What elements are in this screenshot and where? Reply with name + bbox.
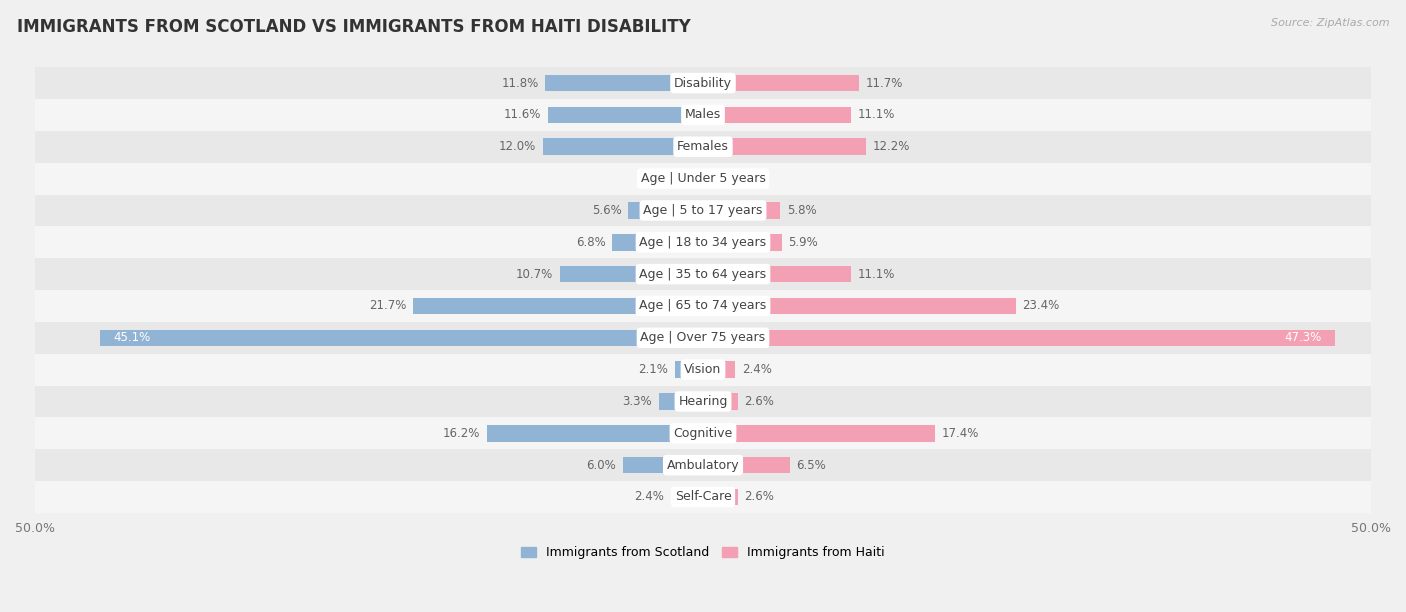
Bar xyxy=(703,138,866,155)
Bar xyxy=(671,489,703,506)
Text: Age | 18 to 34 years: Age | 18 to 34 years xyxy=(640,236,766,248)
Text: 21.7%: 21.7% xyxy=(368,299,406,313)
Bar xyxy=(35,163,1371,195)
Text: 11.8%: 11.8% xyxy=(502,76,538,89)
Text: Age | Under 5 years: Age | Under 5 years xyxy=(641,172,765,185)
Text: Hearing: Hearing xyxy=(678,395,728,408)
Bar xyxy=(35,386,1371,417)
Bar xyxy=(35,258,1371,290)
Bar xyxy=(623,457,703,474)
Bar xyxy=(612,234,703,250)
Text: 2.6%: 2.6% xyxy=(744,395,775,408)
Text: 5.9%: 5.9% xyxy=(789,236,818,248)
Text: 2.4%: 2.4% xyxy=(634,490,664,504)
Text: Age | 5 to 17 years: Age | 5 to 17 years xyxy=(644,204,762,217)
Bar xyxy=(35,131,1371,163)
Bar xyxy=(35,290,1371,322)
Text: 3.3%: 3.3% xyxy=(623,395,652,408)
Text: Females: Females xyxy=(678,140,728,153)
Bar xyxy=(703,106,851,123)
Bar xyxy=(703,361,735,378)
Text: 6.5%: 6.5% xyxy=(797,458,827,472)
Text: 11.7%: 11.7% xyxy=(866,76,904,89)
Bar xyxy=(703,329,1334,346)
Bar xyxy=(35,99,1371,131)
Text: 45.1%: 45.1% xyxy=(114,331,150,345)
Text: 6.8%: 6.8% xyxy=(575,236,606,248)
Text: Source: ZipAtlas.com: Source: ZipAtlas.com xyxy=(1271,18,1389,28)
Text: 1.4%: 1.4% xyxy=(648,172,678,185)
Bar xyxy=(685,170,703,187)
Text: Ambulatory: Ambulatory xyxy=(666,458,740,472)
Bar xyxy=(703,202,780,218)
Bar xyxy=(703,266,851,282)
Text: 2.6%: 2.6% xyxy=(744,490,775,504)
Bar xyxy=(35,354,1371,386)
Bar xyxy=(543,138,703,155)
Bar xyxy=(35,226,1371,258)
Text: 5.6%: 5.6% xyxy=(592,204,621,217)
Bar xyxy=(100,329,703,346)
Text: 17.4%: 17.4% xyxy=(942,427,980,440)
Text: 1.3%: 1.3% xyxy=(727,172,756,185)
Text: 11.6%: 11.6% xyxy=(503,108,541,121)
Bar xyxy=(35,67,1371,99)
Text: Cognitive: Cognitive xyxy=(673,427,733,440)
Bar xyxy=(703,170,720,187)
Text: 12.0%: 12.0% xyxy=(499,140,536,153)
Text: 6.0%: 6.0% xyxy=(586,458,616,472)
Bar xyxy=(35,449,1371,481)
Text: 16.2%: 16.2% xyxy=(443,427,479,440)
Bar xyxy=(548,106,703,123)
Text: 5.8%: 5.8% xyxy=(787,204,817,217)
Bar xyxy=(703,425,935,442)
Text: 11.1%: 11.1% xyxy=(858,108,896,121)
Bar xyxy=(703,489,738,506)
Bar xyxy=(659,393,703,410)
Legend: Immigrants from Scotland, Immigrants from Haiti: Immigrants from Scotland, Immigrants fro… xyxy=(516,541,890,564)
Text: Age | 65 to 74 years: Age | 65 to 74 years xyxy=(640,299,766,313)
Text: 10.7%: 10.7% xyxy=(516,267,554,281)
Text: Self-Care: Self-Care xyxy=(675,490,731,504)
Text: 2.4%: 2.4% xyxy=(742,363,772,376)
Bar xyxy=(703,75,859,91)
Text: Disability: Disability xyxy=(673,76,733,89)
Text: IMMIGRANTS FROM SCOTLAND VS IMMIGRANTS FROM HAITI DISABILITY: IMMIGRANTS FROM SCOTLAND VS IMMIGRANTS F… xyxy=(17,18,690,36)
Bar xyxy=(675,361,703,378)
Text: 11.1%: 11.1% xyxy=(858,267,896,281)
Bar xyxy=(703,393,738,410)
Bar xyxy=(35,481,1371,513)
Text: Males: Males xyxy=(685,108,721,121)
Bar xyxy=(546,75,703,91)
Bar xyxy=(703,457,790,474)
Text: Vision: Vision xyxy=(685,363,721,376)
Bar xyxy=(35,322,1371,354)
Text: 47.3%: 47.3% xyxy=(1284,331,1322,345)
Text: Age | Over 75 years: Age | Over 75 years xyxy=(641,331,765,345)
Bar xyxy=(35,195,1371,226)
Bar xyxy=(628,202,703,218)
Text: 2.1%: 2.1% xyxy=(638,363,668,376)
Bar xyxy=(486,425,703,442)
Text: 23.4%: 23.4% xyxy=(1022,299,1060,313)
Text: 12.2%: 12.2% xyxy=(873,140,910,153)
Bar xyxy=(413,297,703,314)
Bar xyxy=(703,234,782,250)
Bar xyxy=(35,417,1371,449)
Bar xyxy=(560,266,703,282)
Bar xyxy=(703,297,1015,314)
Text: Age | 35 to 64 years: Age | 35 to 64 years xyxy=(640,267,766,281)
